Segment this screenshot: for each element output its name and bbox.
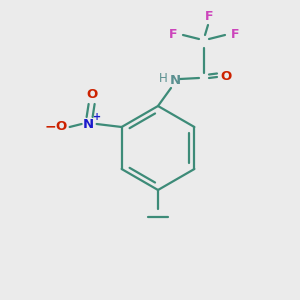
- Text: F: F: [231, 28, 239, 41]
- Text: F: F: [205, 11, 213, 23]
- Text: +: +: [93, 112, 101, 122]
- Text: H: H: [159, 73, 167, 85]
- Text: F: F: [169, 28, 177, 41]
- Text: O: O: [86, 88, 97, 101]
- Text: O: O: [220, 70, 232, 83]
- Text: O: O: [55, 121, 66, 134]
- Text: N: N: [83, 118, 94, 130]
- Text: −: −: [45, 119, 56, 133]
- Text: N: N: [169, 74, 181, 86]
